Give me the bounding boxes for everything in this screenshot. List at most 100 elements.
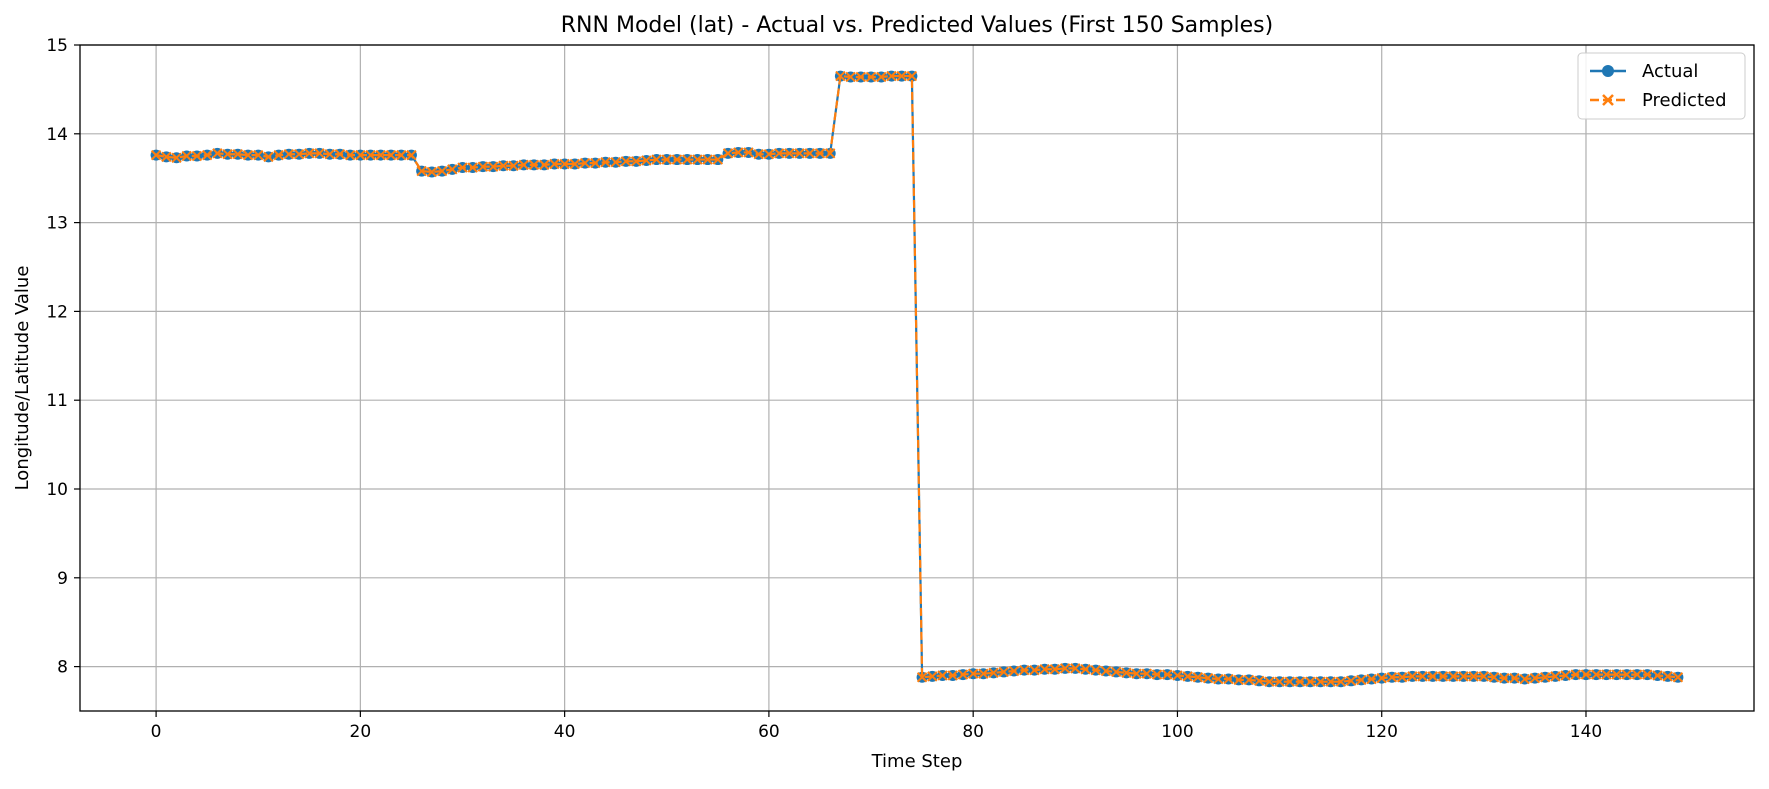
data-point-predicted (1407, 671, 1418, 682)
data-point-predicted (947, 670, 958, 681)
data-point-predicted (896, 70, 907, 82)
data-point-predicted (324, 149, 335, 160)
data-point-predicted (773, 148, 785, 159)
data-point-predicted (396, 149, 407, 161)
data-point-predicted (630, 156, 642, 167)
legend[interactable]: Actual Predicted (1577, 52, 1746, 120)
data-point-predicted (1305, 676, 1316, 687)
data-point-predicted (1427, 671, 1438, 682)
data-point-predicted (1468, 671, 1479, 682)
data-point-predicted (967, 668, 979, 679)
y-axis-label: Longitude/Latitude Value (12, 266, 33, 491)
data-point-predicted (1080, 664, 1091, 675)
data-point-predicted (1264, 676, 1275, 687)
data-point-predicted (876, 71, 887, 83)
data-point-predicted (1335, 676, 1347, 687)
data-point-predicted (1621, 669, 1633, 680)
data-point-predicted (1570, 669, 1581, 680)
data-point-predicted (1652, 670, 1663, 681)
data-point-predicted (1049, 664, 1061, 675)
y-tick-label: 8 (57, 658, 68, 678)
data-point-predicted (845, 71, 856, 83)
data-point-predicted (1325, 676, 1336, 687)
x-tick-label: 0 (151, 722, 162, 742)
data-point-predicted (1448, 671, 1459, 682)
data-point-predicted (1458, 671, 1469, 682)
data-point-predicted (1294, 676, 1306, 687)
data-point-predicted (1141, 668, 1153, 679)
legend-label-actual: Actual (1642, 61, 1698, 82)
data-point-predicted (937, 670, 948, 681)
data-point-predicted (1315, 676, 1326, 687)
data-point-predicted (743, 147, 754, 158)
data-point-predicted (1019, 664, 1030, 676)
data-point-predicted (1376, 672, 1387, 684)
data-point-predicted (1550, 671, 1561, 682)
data-point-predicted (161, 151, 172, 163)
data-point-predicted (508, 160, 519, 171)
data-point-predicted (835, 70, 846, 82)
x-tick-label: 100 (1161, 722, 1193, 742)
x-tick-label: 80 (962, 722, 984, 742)
data-point-predicted (304, 148, 315, 159)
data-point-predicted (590, 157, 601, 169)
series-predicted (150, 70, 1684, 687)
data-point-predicted (1213, 673, 1224, 685)
data-point-predicted (886, 70, 897, 82)
data-point-predicted (681, 154, 693, 165)
x-tick-label: 60 (758, 722, 780, 742)
data-point-predicted (498, 160, 509, 171)
data-point-predicted (916, 672, 928, 683)
data-point-predicted (1386, 672, 1398, 683)
data-point-predicted (1172, 670, 1183, 681)
data-point-predicted (487, 161, 499, 172)
data-point-predicted (722, 148, 734, 159)
data-point-predicted (528, 159, 540, 171)
data-point-predicted (406, 149, 417, 161)
data-point-predicted (733, 147, 744, 158)
chart-title: RNN Model (lat) - Actual vs. Predicted V… (561, 13, 1273, 38)
data-point-predicted (293, 149, 305, 160)
data-point-predicted (1090, 664, 1101, 676)
data-point-predicted (457, 162, 468, 173)
data-point-predicted (1029, 664, 1040, 676)
data-point-predicted (569, 158, 581, 170)
data-point-predicted (283, 149, 295, 160)
data-point-predicted (365, 149, 376, 161)
data-point-predicted (1642, 669, 1653, 680)
data-point-predicted (1539, 672, 1551, 683)
data-point-predicted (1488, 672, 1500, 683)
data-point-predicted (814, 148, 826, 159)
data-point-predicted (447, 164, 458, 175)
y-tick-label: 9 (57, 569, 68, 589)
data-point-predicted (1192, 672, 1204, 683)
data-point-predicted (610, 157, 621, 168)
data-point-predicted (1590, 669, 1602, 680)
data-point-predicted (436, 165, 448, 177)
data-point-predicted (865, 71, 877, 83)
data-point-predicted (1396, 672, 1408, 683)
data-point-predicted (1243, 674, 1255, 686)
legend-box (1577, 52, 1746, 120)
data-point-predicted (1253, 675, 1265, 687)
legend-entry-actual[interactable]: Actual (1590, 61, 1698, 82)
data-point-predicted (1100, 665, 1112, 677)
data-point-predicted (1110, 666, 1122, 678)
data-point-predicted (181, 150, 192, 162)
data-point-predicted (1356, 674, 1367, 686)
data-point-predicted (1529, 672, 1541, 684)
data-point-predicted (559, 158, 570, 170)
data-point-predicted (375, 149, 386, 161)
data-point-predicted (201, 149, 213, 161)
data-point-predicted (1202, 672, 1214, 684)
data-point-predicted (1366, 673, 1377, 685)
data-point-predicted (1580, 669, 1592, 680)
data-point-predicted (1284, 676, 1295, 687)
data-point-predicted (416, 165, 427, 177)
data-point-predicted (1131, 668, 1142, 679)
data-point-predicted (212, 148, 223, 159)
legend-entry-predicted[interactable]: Predicted (1590, 90, 1727, 111)
data-point-predicted (253, 149, 264, 161)
data-point-predicted (1345, 675, 1357, 687)
